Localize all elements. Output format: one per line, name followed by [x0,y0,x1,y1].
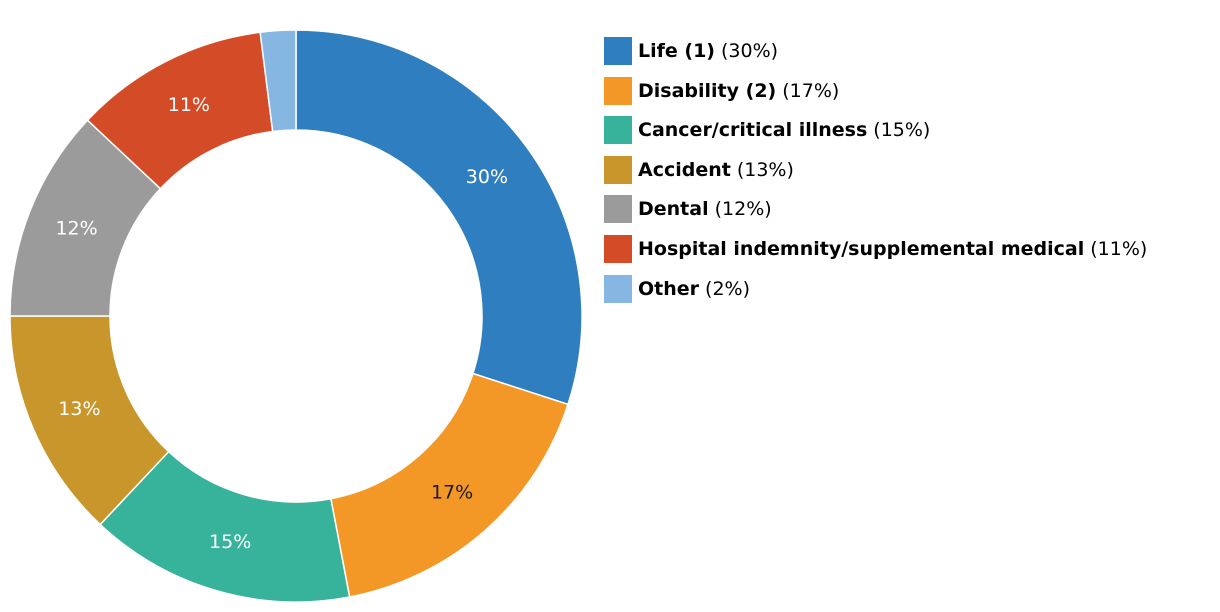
legend-label: Accident [638,158,731,181]
slice-data-label: 13% [58,398,100,420]
chart-legend: Life (1) (30%) Disability (2) (17%) Cancer/c… [604,37,1148,315]
slice-data-label: 12% [55,218,97,240]
legend-item: Dental (12%) [604,195,1147,224]
legend-percentage: (17%) [782,79,840,102]
legend-item: Other (2%) [604,274,1147,303]
legend-swatch [604,155,632,184]
donut-chart: 30% 17% 15% 13% 12% 11% [0,0,600,612]
legend-percentage: (30%) [720,40,779,62]
legend-percentage: (12%) [714,198,772,221]
legend-swatch [604,234,632,263]
legend-label: Life (1) [638,40,715,62]
legend-percentage: (11%) [1090,237,1148,260]
legend-label: Hospital indemnity/supplemental medical [638,237,1085,260]
legend-percentage: (15%) [873,119,931,142]
legend-item: Accident (13%) [604,155,1147,184]
legend-swatch [604,116,632,145]
legend-swatch [604,274,632,303]
donut-slice [295,29,583,406]
legend-percentage: (2%) [705,277,750,300]
slice-data-label: 11% [168,94,210,116]
legend-percentage: (13%) [736,158,794,181]
slice-data-label: 30% [466,166,508,188]
legend-swatch [604,195,632,224]
donut-slice [259,29,297,133]
legend-item: Disability (2) (17%) [604,76,1147,105]
legend-item: Hospital indemnity/supplemental medical(… [604,234,1148,263]
legend-label: Dental [638,198,709,221]
legend-item: Cancer/critical illness (15%) [604,116,1147,145]
legend-item: Life (1) (30%) [604,37,1147,65]
legend-label: Cancer/critical illness [638,119,868,142]
slice-data-label: 17% [431,482,473,504]
legend-label: Other [638,277,700,300]
donut-chart-svg: 30% 17% 15% 13% 12% 11% [9,29,583,603]
legend-swatch [604,37,632,65]
legend-swatch [604,76,632,105]
legend-label: Disability (2) [638,79,777,102]
slice-data-label: 15% [209,531,251,553]
